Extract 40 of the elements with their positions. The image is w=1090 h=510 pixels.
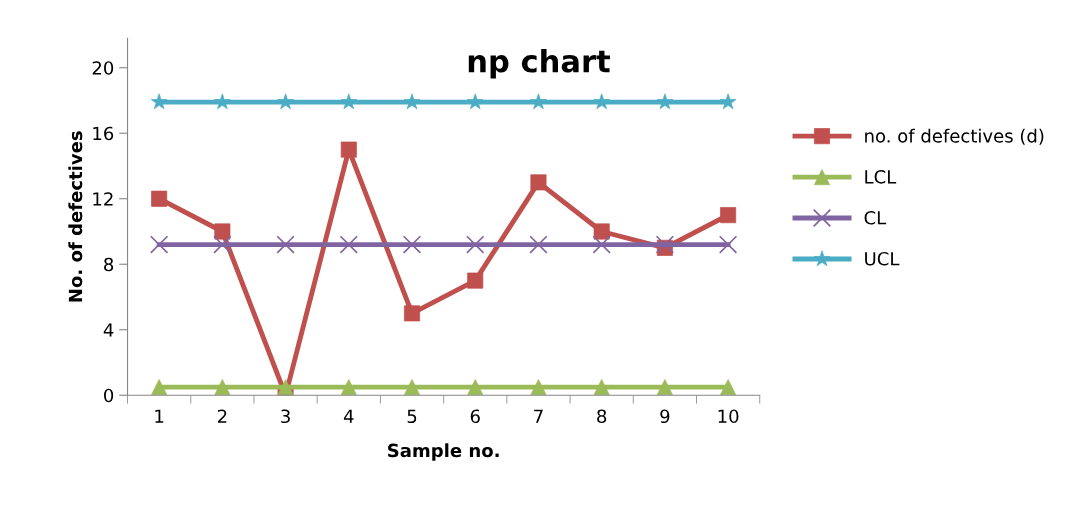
point xyxy=(720,207,737,224)
point xyxy=(467,379,484,396)
y-tick-label: 20 xyxy=(92,61,114,75)
x-tick-label: 6 xyxy=(470,409,480,424)
x-tick-label: 2 xyxy=(217,409,227,423)
point xyxy=(656,379,673,396)
y-tick-label: 8 xyxy=(104,257,114,272)
legend-label: no. of defectives (d) xyxy=(865,128,1044,145)
legend-label: UCL xyxy=(865,251,900,266)
point xyxy=(530,379,547,396)
point xyxy=(593,379,610,396)
x-tick-label: 4 xyxy=(343,409,354,423)
point xyxy=(592,235,611,254)
x-tick-label: 3 xyxy=(281,409,290,424)
point xyxy=(529,235,548,254)
x-tick-label: 9 xyxy=(660,409,670,424)
x-tick-label: 7 xyxy=(534,409,543,423)
y-tick-label: 12 xyxy=(93,192,113,206)
point xyxy=(655,235,675,254)
point xyxy=(466,235,485,254)
legend-label: LCL xyxy=(865,170,897,184)
y-tick-label: 16 xyxy=(93,126,114,141)
chart-title: np chart xyxy=(468,48,610,79)
point xyxy=(718,235,738,254)
x-tick-label: 5 xyxy=(407,409,417,424)
x-tick-label: 1 xyxy=(155,409,164,423)
x-tick-label: 10 xyxy=(718,409,739,424)
point xyxy=(149,235,169,254)
point xyxy=(404,305,421,322)
point xyxy=(213,235,232,254)
point xyxy=(404,379,421,396)
y-tick-label: 4 xyxy=(103,323,114,337)
legend-label: CL xyxy=(864,210,887,225)
y-tick-label: 0 xyxy=(104,388,114,403)
point xyxy=(276,235,295,254)
x-axis-title: Sample no. xyxy=(388,443,499,461)
y-axis-title: No. of defectives xyxy=(68,131,83,302)
point xyxy=(339,235,358,254)
x-tick-label: 8 xyxy=(597,409,607,424)
point xyxy=(402,235,422,254)
